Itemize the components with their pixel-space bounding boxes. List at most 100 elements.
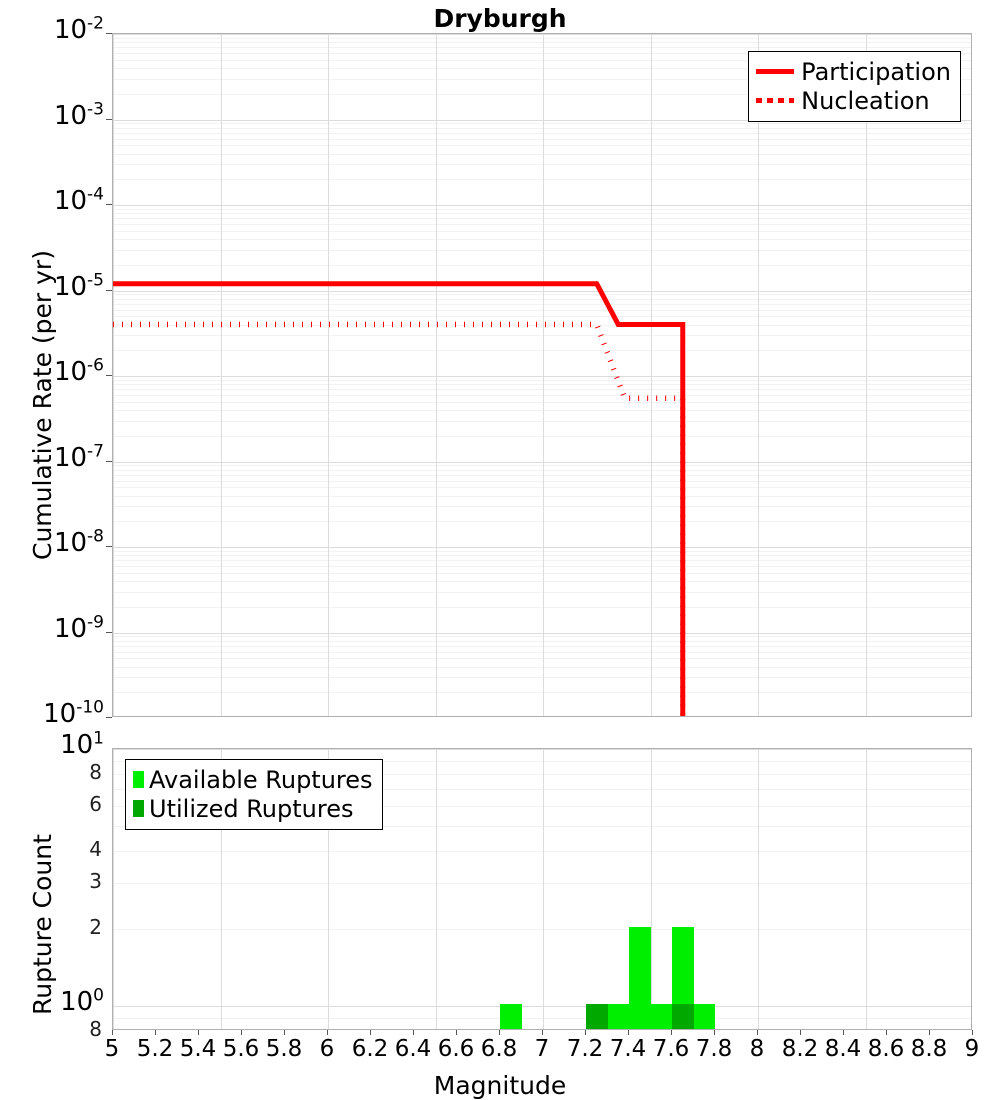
x-axis-tick-label: 7.4: [609, 1036, 647, 1062]
gridline: [113, 474, 971, 476]
x-axis-tick-label: 5.6: [222, 1036, 260, 1062]
gridline: [220, 749, 222, 1029]
utilized-ruptures-swatch-icon: [133, 800, 144, 817]
tick-mark: [106, 631, 112, 633]
available-rupture-bar: [650, 1004, 672, 1029]
gridline: [113, 47, 971, 49]
gridline: [113, 566, 971, 567]
gridline: [113, 572, 971, 574]
gridline: [113, 487, 971, 489]
gridline: [113, 205, 971, 206]
top-panel: Cumulative Rate (per yr) Participation N…: [28, 15, 972, 729]
gridline: [113, 760, 971, 762]
tick-mark: [413, 1030, 414, 1035]
gridline: [543, 749, 544, 1029]
gridline: [113, 324, 971, 326]
gridline: [113, 389, 971, 391]
gridline: [113, 826, 971, 828]
gridline: [113, 591, 971, 593]
gridline: [113, 249, 971, 251]
gridline: [113, 666, 971, 668]
y-axis-tick-label: 10-8: [53, 526, 104, 558]
gridline: [113, 298, 971, 300]
gridline: [113, 294, 971, 296]
gridline: [113, 851, 971, 853]
gridline: [113, 555, 971, 557]
x-axis-tick-label: 5.2: [136, 1036, 174, 1062]
x-axis-tick-label: 7.2: [566, 1036, 604, 1062]
y-axis-minor-tick-label: 3: [89, 869, 102, 894]
gridline: [113, 1006, 971, 1008]
gridline: [113, 506, 971, 508]
rate-curves: [113, 281, 686, 716]
y-axis-tick-label: 10-3: [53, 98, 104, 131]
y-axis-minor-tick-label: 6: [89, 792, 102, 816]
y-axis-minor-tick-label: 4: [89, 837, 102, 862]
gridline: [113, 420, 971, 422]
y-axis-tick-label: 100: [60, 985, 104, 1018]
available-rupture-bar: [672, 926, 694, 1029]
bottom-panel: Rupture Count Available Ruptures Utilize…: [0, 730, 1000, 1100]
x-axis-tick-label: 5.8: [265, 1036, 303, 1062]
tick-mark: [370, 1030, 371, 1035]
tick-mark: [327, 1030, 328, 1035]
gridline: [113, 521, 971, 523]
legend-label-available-ruptures: Available Ruptures: [149, 765, 373, 794]
gridline: [113, 658, 971, 660]
legend-item-participation: Participation: [756, 57, 951, 86]
gridline: [113, 335, 971, 337]
gridline: [113, 316, 971, 318]
x-axis-tick-label: 6.4: [394, 1036, 432, 1062]
gridline: [113, 68, 971, 69]
available-rupture-bar: [500, 1004, 522, 1029]
y-axis-tick-label: 10-6: [53, 355, 104, 387]
gridline: [113, 883, 971, 885]
solid-line-icon: [756, 69, 795, 74]
gridline: [758, 749, 759, 1029]
gridline: [113, 132, 971, 134]
dotted-line-icon: [756, 98, 795, 103]
gridline: [113, 677, 971, 679]
tick-mark: [714, 1030, 715, 1035]
tick-mark: [106, 375, 112, 376]
x-axis-tick-label: 5: [104, 1036, 120, 1062]
gridline: [113, 145, 971, 147]
tick-mark: [106, 717, 112, 718]
gridline: [113, 138, 971, 140]
tick-mark: [542, 1030, 543, 1035]
gridline: [113, 469, 971, 471]
x-axis-tick-label: 7.6: [652, 1036, 690, 1062]
gridline: [113, 53, 971, 54]
legend-label-utilized-ruptures: Utilized Ruptures: [149, 794, 354, 823]
tick-mark: [284, 1030, 285, 1035]
tick-mark: [106, 289, 112, 291]
gridline: [113, 749, 114, 1029]
tick-mark: [628, 1030, 629, 1035]
gridline: [113, 37, 971, 39]
legend-item-utilized-ruptures: Utilized Ruptures: [133, 794, 373, 823]
gridline: [113, 93, 971, 95]
gridline: [220, 34, 222, 716]
tick-mark: [585, 1030, 586, 1035]
gridline: [865, 34, 867, 716]
gridline: [113, 788, 971, 790]
gridline: [113, 239, 971, 240]
gridline: [113, 218, 971, 220]
gridline: [113, 230, 971, 232]
x-axis-tick-label: 7: [534, 1036, 550, 1062]
gridline: [113, 34, 114, 716]
utilized-rupture-bar: [586, 1004, 608, 1029]
legend-label-participation: Participation: [801, 57, 951, 86]
tick-mark: [106, 33, 112, 34]
y-axis-tick-label: 10-7: [53, 440, 104, 473]
gridline: [113, 928, 971, 930]
tick-mark: [155, 1030, 156, 1035]
gridline: [113, 309, 971, 311]
gridline: [113, 123, 971, 125]
gridline: [435, 34, 437, 716]
gridline: [113, 379, 971, 381]
tick-mark: [757, 1030, 758, 1035]
legend-item-available-ruptures: Available Ruptures: [133, 765, 373, 794]
available-ruptures-swatch-icon: [133, 771, 144, 788]
tick-mark: [972, 1030, 973, 1035]
